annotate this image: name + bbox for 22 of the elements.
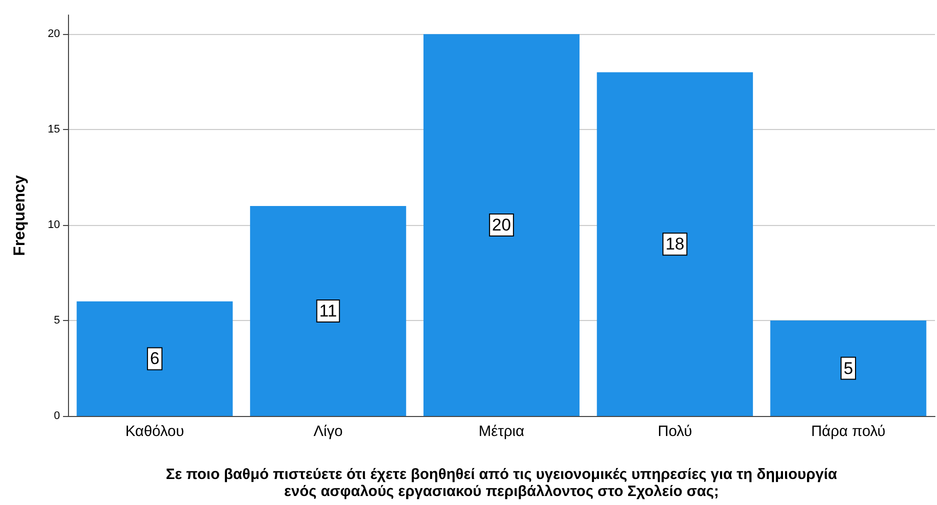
y-tick-label: 5 [54,314,60,327]
bar [596,72,753,416]
bar [250,206,406,416]
y-axis-title: Frequency [12,174,28,256]
data-label: 20 [492,216,511,235]
x-tick-label: Πολύ [658,423,692,440]
data-label: 18 [665,234,684,254]
y-tick-label: 15 [48,124,60,136]
bar [76,301,233,416]
y-tick-label: 10 [48,219,60,232]
x-axis-title: Σε ποιο βαθμό πιστεύετε ότι έχετε βοηθηθεί από τις υγειονομικές υπηρεσίες για τη δημιουργία ενός ασφαλούς εργασιακού περιβάλλοντος στο Σχολείο σας; [166,466,838,500]
data-label: 5 [844,358,854,378]
bar [423,34,580,416]
bar [770,320,926,416]
x-tick-label: Πάρα πολύ [811,423,886,440]
data-label: 6 [150,349,160,368]
x-tick-label: Καθόλου [125,423,184,440]
y-tick-label: 0 [54,410,60,422]
y-tick-label: 20 [48,28,60,40]
data-label: 11 [319,301,337,320]
x-tick-label: Λίγο [314,423,343,440]
x-tick-label: Μέτρια [478,423,525,440]
